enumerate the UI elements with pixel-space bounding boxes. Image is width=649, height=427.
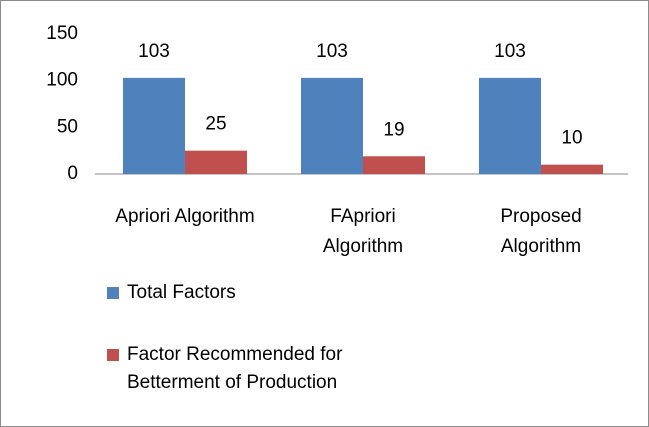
x-tick-label: Apriori Algorithm xyxy=(115,206,255,227)
data-label: 25 xyxy=(205,114,226,135)
bar xyxy=(479,77,541,174)
legend-label: Total Factors xyxy=(127,282,236,303)
bar xyxy=(541,164,603,174)
bar xyxy=(185,150,247,174)
y-tick-label: 150 xyxy=(46,23,78,44)
data-label: 19 xyxy=(383,119,404,140)
bar xyxy=(123,77,185,174)
data-label: 10 xyxy=(561,128,582,149)
y-tick-label: 100 xyxy=(46,70,78,91)
legend-swatch xyxy=(107,287,119,299)
data-label: 103 xyxy=(138,41,170,62)
x-tick-label: Proposed Algorithm xyxy=(500,206,582,257)
bar xyxy=(301,77,363,174)
y-tick-label: 50 xyxy=(57,116,78,137)
data-label: 103 xyxy=(494,41,526,62)
legend-swatch xyxy=(107,349,119,361)
legend-label: Factor Recommended for Betterment of Pro… xyxy=(127,344,343,393)
x-tick-label: FApriori Algorithm xyxy=(322,206,404,257)
bar xyxy=(363,156,425,174)
y-tick-label: 0 xyxy=(67,163,78,184)
data-label: 103 xyxy=(316,41,348,62)
